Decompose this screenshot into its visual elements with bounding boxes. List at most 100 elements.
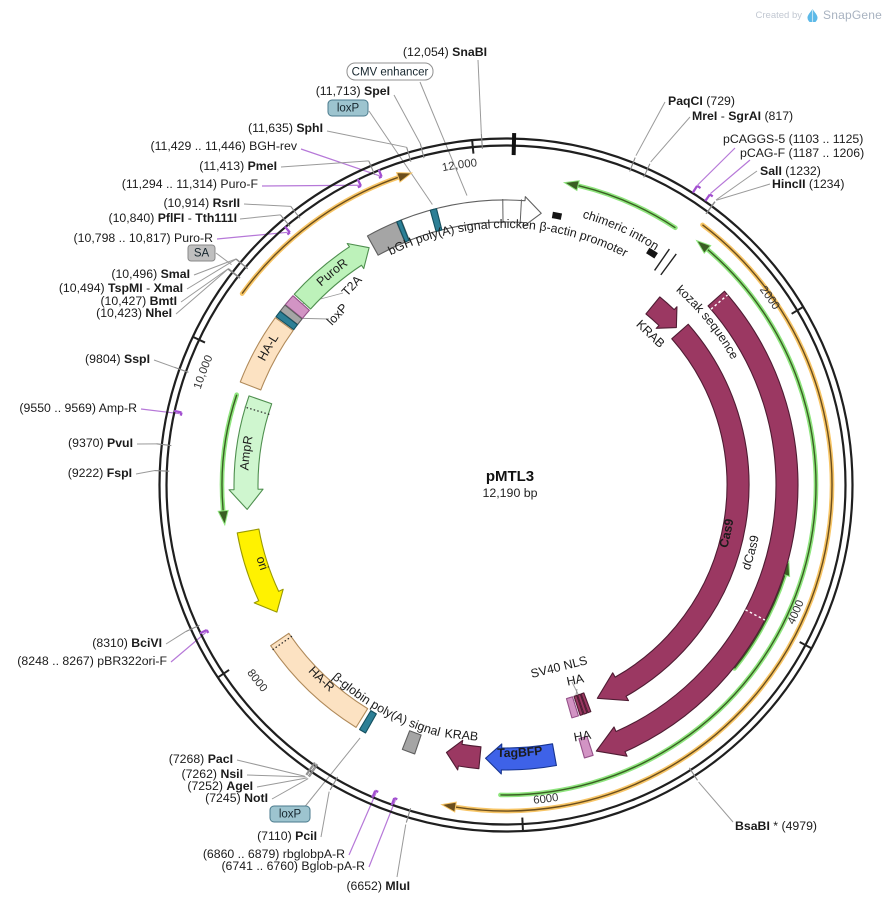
pcaggs-5-mark[interactable] <box>696 184 702 189</box>
agei-label[interactable]: (7252) AgeI <box>187 779 253 793</box>
loxp-bottom-badge[interactable] <box>269 805 311 823</box>
puro-f-label[interactable]: (11,294 .. 11,314) Puro-F <box>122 177 259 191</box>
smai-leader <box>193 258 237 276</box>
bgh-rev-mark[interactable] <box>378 175 383 179</box>
mrei-sgrai-label[interactable]: MreI - SgrAI (817) <box>692 109 793 123</box>
nhei-label[interactable]: (10,423) NheI <box>96 306 172 320</box>
bgh-rev-mark-foot <box>377 169 383 178</box>
dcas9-arrow[interactable] <box>595 290 799 757</box>
spei-label[interactable]: (11,713) SpeI <box>316 84 390 98</box>
snabi-label[interactable]: (12,054) SnaBI <box>403 45 487 59</box>
nsii-site-tick <box>306 762 316 776</box>
ha-inner-label[interactable]: HA <box>565 671 585 688</box>
fspi-label[interactable]: (9222) FspI <box>68 466 132 480</box>
origin-tick <box>511 133 517 156</box>
loxp-top-badge[interactable] <box>327 99 369 117</box>
tagbfp-arrow[interactable] <box>484 743 557 775</box>
hincii-label[interactable]: HincII (1234) <box>772 177 844 191</box>
tspmi-xmai-label[interactable]: (10,494) TspMI - XmaI <box>59 281 183 295</box>
scale-tick-6000 <box>521 817 524 831</box>
ha-l-box[interactable] <box>239 317 294 391</box>
cmv-enhancer-badge-text: CMV enhancer <box>352 67 429 79</box>
amp-r-label[interactable]: (9550 .. 9569) Amp-R <box>19 401 137 415</box>
sali-label[interactable]: SalI (1232) <box>760 164 821 178</box>
t2a-box[interactable] <box>284 295 310 320</box>
sspi-label[interactable]: (9804) SspI <box>85 352 150 366</box>
sa-badge-leader <box>215 252 232 266</box>
sphi-label[interactable]: (11,635) SphI <box>248 121 323 135</box>
sv40-nls-box-1[interactable] <box>580 692 592 714</box>
amp-r-mark[interactable] <box>179 412 183 416</box>
dcas9-dash-2 <box>745 609 766 621</box>
krab-bottom-label[interactable]: KRAB <box>444 726 479 743</box>
puro-r-label[interactable]: (10,798 .. 10,817) Puro-R <box>74 231 214 245</box>
pbr322ori-f-mark[interactable] <box>205 629 210 634</box>
bmti-label[interactable]: (10,427) BmtI <box>100 294 177 308</box>
ori-label[interactable]: ori <box>254 555 272 572</box>
ha-outer-box[interactable] <box>578 735 594 759</box>
mlui-label[interactable]: (6652) MluI <box>346 879 410 893</box>
rbglobpa-r-label[interactable]: (6860 .. 6879) rbglobpA-R <box>203 847 345 861</box>
pcag-f-label[interactable]: pCAG-F (1187 .. 1206) <box>740 146 864 160</box>
ha-r-dotted <box>272 635 293 651</box>
paci-label[interactable]: (7268) PacI <box>169 752 233 766</box>
fspi-site-tick <box>154 470 170 472</box>
gray-bottom-box[interactable] <box>401 730 422 755</box>
sspi-leader <box>153 359 175 368</box>
smai-label[interactable]: (10,496) SmaI <box>111 267 190 281</box>
loxp-bottom-box[interactable] <box>359 710 377 734</box>
pvui-label[interactable]: (9370) PvuI <box>68 436 133 450</box>
pbr322ori-f-mark-foot <box>199 628 208 635</box>
cas9-arrow[interactable] <box>596 323 750 702</box>
loxp-mid-label[interactable]: loxP <box>324 301 351 328</box>
noti-label[interactable]: (7245) NotI <box>205 791 268 805</box>
ha-r-box[interactable] <box>270 632 369 728</box>
scale-label-8000: 8000 <box>244 667 269 694</box>
cas9-label[interactable]: Cas9 <box>716 518 736 550</box>
scale-tick-10000 <box>192 336 206 344</box>
rsrii-label[interactable]: (10,914) RsrII <box>163 196 240 210</box>
krab-bottom-arrow[interactable] <box>445 739 482 771</box>
nhei-leader <box>175 268 229 315</box>
rsrii-site-tick <box>290 206 301 219</box>
tagbfp-label[interactable]: TagBFP <box>497 744 543 760</box>
sv40-nls-box-2[interactable] <box>577 693 588 715</box>
ori-arrow[interactable] <box>236 528 284 613</box>
pcaggs-5-label[interactable]: pCAGGS-5 (1103 .. 1125) <box>723 132 863 146</box>
paqci-label[interactable]: PaqCI (729) <box>668 94 735 108</box>
pmei-label[interactable]: (11,413) PmeI <box>199 159 277 173</box>
mrei-sgrai-leader <box>650 116 691 163</box>
bgh-teal-stripe[interactable] <box>396 219 410 243</box>
sa-badge[interactable] <box>187 244 216 262</box>
ampr-arrow[interactable] <box>228 395 273 510</box>
ha-outer-label[interactable]: HA <box>573 728 593 745</box>
kozak-tick-2 <box>660 253 677 276</box>
scale-tick-4000 <box>799 641 812 650</box>
puror-arrow[interactable] <box>293 242 370 310</box>
bgh-rev-label[interactable]: (11,429 .. 11,446) BGH-rev <box>151 139 298 153</box>
ha-inner-box[interactable] <box>565 696 580 719</box>
loxp-top-box[interactable] <box>429 208 443 233</box>
cmv-enhancer-badge[interactable] <box>346 62 434 81</box>
pmei-leader <box>280 160 369 168</box>
scale-tick-2000 <box>791 306 804 315</box>
hincii-site-tick <box>705 201 716 215</box>
sa-box[interactable] <box>279 304 303 326</box>
loxp-mid-box[interactable] <box>275 310 299 331</box>
pflfi-tth111i-site-tick <box>279 214 291 227</box>
bcivi-label[interactable]: (8310) BciVI <box>92 636 162 650</box>
sv40-nls-box-3[interactable] <box>573 694 584 716</box>
nsii-leader <box>246 774 306 778</box>
pflfi-tth111i-label[interactable]: (10,840) PflFI - Tth111I <box>108 211 237 225</box>
bsabi-label[interactable]: BsaBI * (4979) <box>735 819 817 833</box>
pbr322ori-f-label[interactable]: (8248 .. 8267) pBR322ori-F <box>17 654 167 668</box>
puro-f-mark[interactable] <box>357 184 362 189</box>
sphi-leader <box>326 130 407 148</box>
orf-green-top-arrowhead-icon <box>562 180 580 192</box>
intron-bar-2[interactable] <box>646 247 658 259</box>
nsii-label[interactable]: (7262) NsiI <box>181 767 243 781</box>
pcii-label[interactable]: (7110) PciI <box>257 829 317 843</box>
bglob-pa-r-label[interactable]: (6741 .. 6760) Bglob-pA-R <box>221 859 365 873</box>
intron-bar-1[interactable] <box>551 211 563 220</box>
krab-top-arrow[interactable] <box>645 296 678 329</box>
